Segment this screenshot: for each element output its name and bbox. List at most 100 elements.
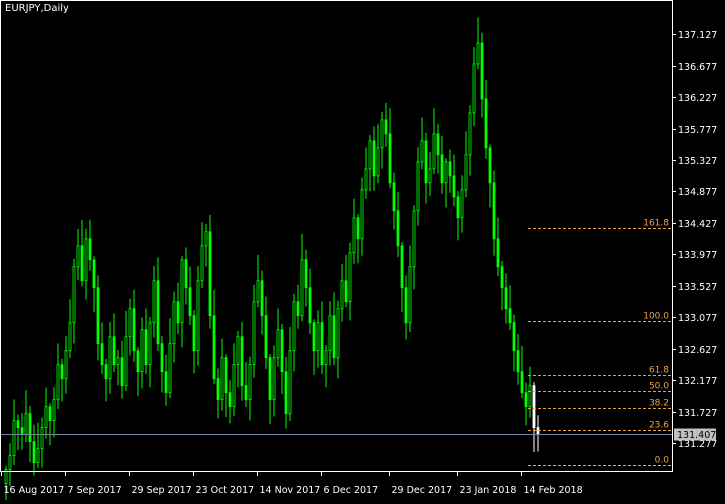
candle-body — [152, 280, 156, 324]
candle-body — [24, 413, 28, 436]
x-axis: 16 Aug 2017 7 Sep 2017 29 Sep 2017 23 Oct 2… — [1, 471, 583, 496]
candle-body — [460, 189, 464, 219]
candle-body — [228, 392, 232, 408]
x-tick-label: 23 Oct 2017 — [196, 485, 255, 496]
candle-body — [196, 280, 200, 352]
candle-body — [272, 357, 276, 401]
x-tick-label: 6 Dec 2017 — [324, 485, 379, 496]
y-tick-label: 136.677 — [678, 62, 717, 73]
candle-body — [428, 168, 432, 184]
candle-body — [300, 259, 304, 317]
fibo-level-label: 61.8 — [649, 366, 669, 376]
candle-body — [400, 245, 404, 289]
candle-body — [220, 357, 224, 401]
candle-body — [436, 133, 440, 156]
candle-body — [136, 350, 140, 373]
candle-body — [76, 245, 80, 268]
candle-body — [164, 371, 168, 394]
candle-body — [352, 217, 356, 254]
candle-body — [172, 301, 176, 345]
fibo-level-label: 23.6 — [649, 421, 669, 431]
candle-body — [96, 287, 100, 345]
plot-frame — [0, 0, 673, 472]
candle-body — [532, 385, 536, 429]
candle-body — [236, 336, 240, 366]
y-tick-label: 137.127 — [678, 30, 717, 41]
y-tick-label: 133.527 — [678, 282, 717, 293]
candle-body — [492, 182, 496, 240]
candle-body — [456, 196, 460, 219]
candle-body — [528, 385, 532, 408]
candle-body — [504, 287, 508, 310]
candle-body — [112, 336, 116, 366]
candle-body — [40, 427, 44, 450]
fibo-level-label: 0.0 — [655, 456, 670, 466]
candle-body — [308, 287, 312, 324]
candle-body — [100, 343, 104, 366]
current-price-label: 131.407 — [677, 430, 716, 441]
candle-body — [108, 336, 112, 380]
x-tick-label: 16 Aug 2017 — [4, 485, 65, 496]
candle-body — [332, 315, 336, 359]
candle-body — [364, 168, 368, 191]
candle-body — [380, 119, 384, 149]
candle-body — [20, 427, 24, 436]
candle-body — [416, 161, 420, 212]
candle-body — [396, 210, 400, 247]
candle-body — [276, 329, 280, 359]
candle-body — [72, 266, 76, 324]
candle-body — [52, 399, 56, 422]
candle-body — [156, 280, 160, 345]
candle-body — [440, 154, 444, 184]
x-tick-label: 29 Sep 2017 — [132, 485, 192, 496]
candle-body — [484, 98, 488, 149]
y-tick-label: 135.327 — [678, 156, 717, 167]
candle-body — [168, 343, 172, 394]
candle-body — [184, 259, 188, 289]
y-tick-label: 135.777 — [678, 125, 717, 136]
candle-body — [268, 357, 272, 401]
candle-body — [216, 378, 220, 401]
candle-body — [32, 441, 36, 464]
candle-body — [60, 364, 64, 380]
candle-body — [64, 350, 68, 380]
fibo-level-label: 38.2 — [649, 399, 669, 409]
y-tick-label: 131.277 — [678, 439, 717, 450]
candle-body — [488, 147, 492, 184]
candle-body — [376, 147, 380, 177]
candle-body — [348, 252, 352, 303]
candle-body — [464, 154, 468, 191]
candle-body — [292, 301, 296, 352]
y-tick-label: 132.177 — [678, 376, 717, 387]
candle-body — [252, 301, 256, 366]
candle-body — [480, 42, 484, 100]
candle-body — [128, 308, 132, 338]
candle-body — [368, 140, 372, 170]
candle-body — [160, 343, 164, 373]
candle-body — [248, 364, 252, 401]
candle-body — [264, 315, 268, 359]
candle-body — [316, 322, 320, 352]
y-axis: 137.127 136.677 136.227 135.777 135.327 134.8… — [672, 30, 717, 450]
candle-body — [328, 315, 332, 352]
candle-body — [472, 63, 476, 114]
candle-body — [496, 238, 500, 268]
candle-body — [508, 308, 512, 324]
candle-body — [192, 315, 196, 352]
candle-body — [68, 322, 72, 352]
candle-body — [28, 413, 32, 443]
candle-body — [48, 406, 52, 422]
candle-body — [140, 329, 144, 373]
candle-body — [208, 231, 212, 317]
candle-body — [408, 266, 412, 324]
candle-body — [360, 189, 364, 240]
fibonacci-group: 161.8 100.0 61.8 50.0 38.2 23.6 0.0 — [528, 219, 671, 466]
candle-body — [520, 371, 524, 394]
candle-body — [224, 357, 228, 394]
candle-body — [56, 364, 60, 401]
candle-body — [444, 161, 448, 184]
candle-body — [116, 357, 120, 366]
candle-body — [260, 280, 264, 317]
